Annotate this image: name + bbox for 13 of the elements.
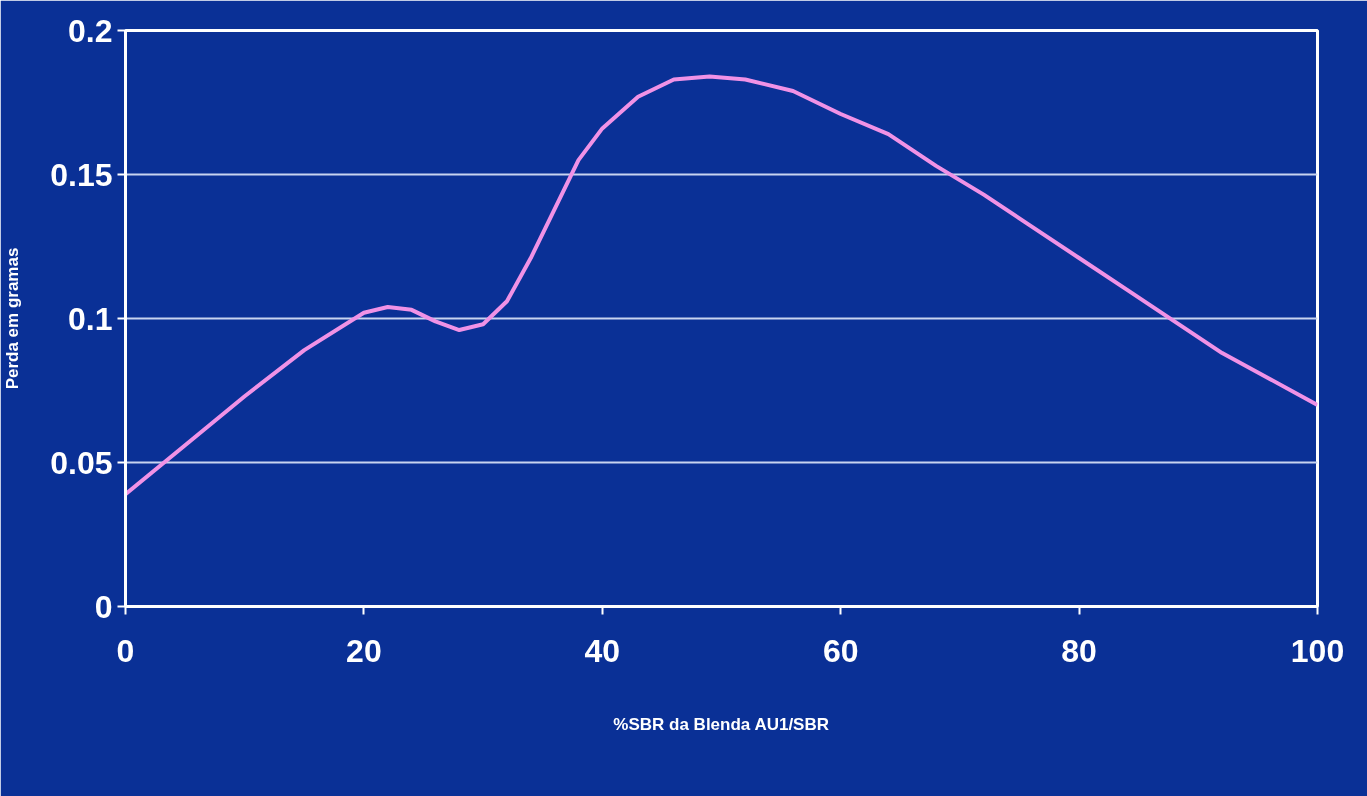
x-tick-label: 20 [346,632,382,669]
x-tick-label: 60 [822,632,859,669]
x-tick-label: 100 [1290,632,1345,669]
y-tick-label: 0.15 [50,156,113,193]
x-tick-label: 80 [1061,632,1097,669]
y-tick-label: 0.2 [68,12,113,49]
y-axis-title: Perda em gramas [3,247,23,390]
y-tick-label: 0.05 [50,444,113,481]
line-series [125,74,1318,497]
y-tick-label: 0 [94,588,113,625]
x-tick-label: 40 [584,632,621,669]
y-tick-label: 0.1 [68,300,113,337]
x-axis-title: %SBR da Blenda AU1/SBR [613,714,830,734]
